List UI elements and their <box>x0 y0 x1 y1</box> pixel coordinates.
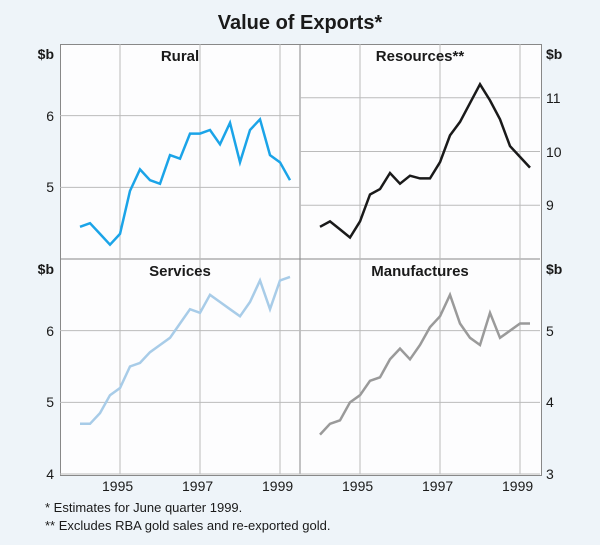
unit-label-rural: $b <box>38 46 54 62</box>
y-tick-label: 4 <box>46 466 54 482</box>
y-tick-label: 5 <box>546 323 554 339</box>
unit-label-resources: $b <box>546 46 562 62</box>
y-tick-label: 11 <box>546 90 561 106</box>
footnote-0: * Estimates for June quarter 1999. <box>45 500 242 515</box>
panel-title-resources: Resources** <box>300 48 540 65</box>
unit-label-manufactures: $b <box>546 261 562 277</box>
unit-label-services: $b <box>38 261 54 277</box>
y-tick-label: 4 <box>546 394 554 410</box>
y-tick-label: 6 <box>46 323 54 339</box>
x-tick-label: 1995 <box>342 478 373 494</box>
y-tick-label: 5 <box>46 394 54 410</box>
footnote-1: ** Excludes RBA gold sales and re-export… <box>45 518 330 533</box>
y-tick-label: 6 <box>46 108 54 124</box>
y-tick-label: 10 <box>546 144 562 160</box>
series-manufactures <box>320 295 530 435</box>
y-tick-label: 3 <box>546 466 554 482</box>
panel-title-services: Services <box>60 263 300 280</box>
chart-container: Value of Exports* 5 6 Rural $b 9 10 11 Resource… <box>0 0 600 545</box>
y-tick-label: 5 <box>46 179 54 195</box>
series-services <box>80 277 290 424</box>
plot-svg <box>60 44 540 474</box>
panel-title-manufactures: Manufactures <box>300 263 540 280</box>
y-tick-label: 9 <box>546 197 554 213</box>
series-resources <box>320 84 530 237</box>
x-tick-label: 1995 <box>102 478 133 494</box>
x-tick-label: 1997 <box>422 478 453 494</box>
x-tick-label: 1997 <box>182 478 213 494</box>
series-rural <box>80 119 290 244</box>
x-tick-label: 1999 <box>262 478 293 494</box>
x-tick-label: 1999 <box>502 478 533 494</box>
chart-title: Value of Exports* <box>0 12 600 35</box>
panel-title-rural: Rural <box>60 48 300 65</box>
